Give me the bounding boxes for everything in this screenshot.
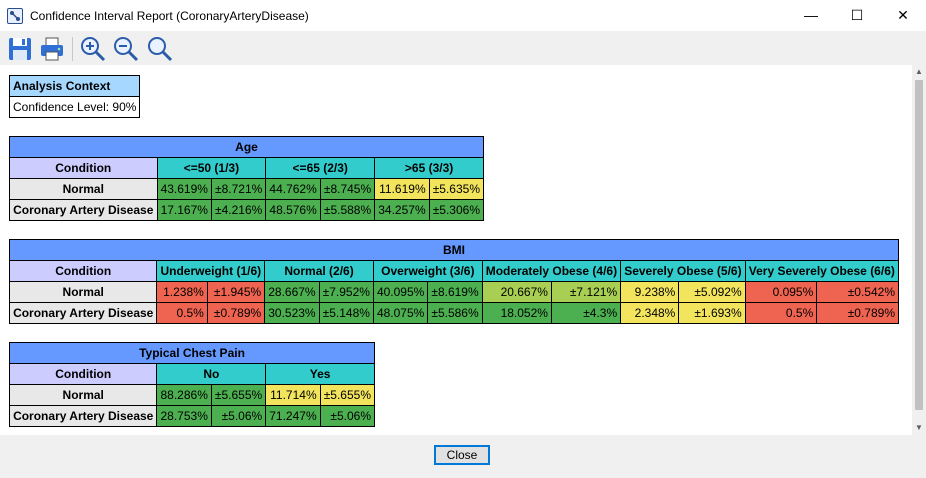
- window-title: Confidence Interval Report (CoronaryArte…: [30, 9, 309, 23]
- table-title: BMI: [9, 239, 899, 261]
- interval-cell: ±5.092%: [678, 281, 746, 303]
- table-row: Normal 1.238% ±1.945% 28.667% ±7.952% 40…: [8, 281, 899, 303]
- footer: Close: [0, 435, 926, 478]
- state-header: No: [156, 363, 267, 385]
- interval-cell: ±5.148%: [318, 302, 374, 324]
- state-header: Moderately Obese (4/6): [481, 260, 622, 282]
- table-title: Age: [9, 136, 484, 158]
- scroll-down-icon[interactable]: ▼: [915, 423, 923, 432]
- interval-cell: ±0.789%: [816, 302, 899, 324]
- bmi-table: BMI Condition Underweight (1/6) Normal (…: [8, 239, 900, 324]
- state-header: Severely Obese (5/6): [620, 260, 746, 282]
- probability-cell: 9.238%: [620, 281, 680, 303]
- table-title: Typical Chest Pain: [9, 342, 375, 364]
- confidence-level: Confidence Level: 90%: [8, 96, 141, 118]
- interval-cell: ±4.3%: [550, 302, 622, 324]
- interval-cell: ±7.952%: [318, 281, 374, 303]
- table-row: Normal 88.286% ±5.655% 11.714% ±5.655%: [8, 384, 376, 406]
- row-label: Coronary Artery Disease: [9, 199, 158, 221]
- row-label: Normal: [9, 178, 158, 200]
- interval-cell: ±8.745%: [319, 178, 376, 200]
- interval-cell: ±5.588%: [319, 199, 376, 221]
- scroll-up-icon[interactable]: ▲: [915, 67, 923, 76]
- close-button[interactable]: Close: [434, 445, 490, 465]
- condition-header: Condition: [8, 260, 158, 282]
- probability-cell: 0.095%: [744, 281, 818, 303]
- state-header: Overweight (3/6): [372, 260, 483, 282]
- age-table: Age Condition <=50 (1/3) <=65 (2/3) >65 …: [9, 136, 485, 221]
- zoom-reset-icon[interactable]: [146, 35, 174, 63]
- interval-cell: ±8.619%: [427, 281, 483, 303]
- interval-cell: ±5.655%: [319, 384, 376, 406]
- interval-cell: ±0.542%: [816, 281, 899, 303]
- minimize-button[interactable]: —: [804, 7, 818, 23]
- state-header: Yes: [265, 363, 375, 385]
- state-header: <=65 (2/3): [265, 157, 376, 179]
- probability-cell: 28.667%: [264, 281, 320, 303]
- row-label: Coronary Artery Disease: [8, 302, 158, 324]
- report-content: Analysis Context Confidence Level: 90% A…: [0, 65, 912, 435]
- probability-cell: 0.5%: [156, 302, 208, 324]
- interval-cell: ±5.06%: [319, 405, 376, 427]
- title-bar: Confidence Interval Report (CoronaryArte…: [0, 0, 926, 31]
- probability-cell: 28.753%: [156, 405, 212, 427]
- probability-cell: 30.523%: [264, 302, 320, 324]
- row-label: Coronary Artery Disease: [8, 405, 158, 427]
- interval-cell: ±7.121%: [550, 281, 622, 303]
- state-header: Normal (2/6): [264, 260, 374, 282]
- probability-cell: 17.167%: [156, 199, 212, 221]
- probability-cell: 18.052%: [481, 302, 552, 324]
- app-icon: [7, 8, 23, 24]
- probability-cell: 20.667%: [481, 281, 552, 303]
- probability-cell: 88.286%: [156, 384, 212, 406]
- chest-pain-table: Typical Chest Pain Condition No Yes Norm…: [8, 342, 376, 427]
- interval-cell: ±5.06%: [210, 405, 267, 427]
- state-header: Underweight (1/6): [156, 260, 266, 282]
- interval-cell: ±5.635%: [428, 178, 485, 200]
- condition-header: Condition: [9, 157, 158, 179]
- vertical-scrollbar[interactable]: ▲ ▼: [912, 65, 926, 435]
- probability-cell: 71.247%: [265, 405, 321, 427]
- probability-cell: 2.348%: [620, 302, 680, 324]
- row-label: Normal: [8, 281, 158, 303]
- condition-header: Condition: [8, 363, 158, 385]
- probability-cell: 11.619%: [374, 178, 430, 200]
- interval-cell: ±4.216%: [210, 199, 267, 221]
- probability-cell: 48.576%: [265, 199, 321, 221]
- save-icon[interactable]: [6, 35, 34, 63]
- table-row: Coronary Artery Disease 28.753% ±5.06% 7…: [8, 405, 376, 427]
- state-header: Very Severely Obese (6/6): [744, 260, 900, 282]
- toolbar-separator: [72, 37, 73, 61]
- probability-cell: 40.095%: [372, 281, 429, 303]
- interval-cell: ±5.306%: [428, 199, 485, 221]
- analysis-context-table: Analysis Context Confidence Level: 90%: [8, 75, 141, 118]
- interval-cell: ±5.655%: [210, 384, 267, 406]
- probability-cell: 0.5%: [744, 302, 818, 324]
- table-row: Normal 43.619% ±8.721% 44.762% ±8.745% 1…: [9, 178, 485, 200]
- zoom-out-icon[interactable]: [112, 35, 140, 63]
- probability-cell: 34.257%: [374, 199, 430, 221]
- zoom-in-icon[interactable]: [79, 35, 107, 63]
- state-header: >65 (3/3): [374, 157, 484, 179]
- scroll-thumb[interactable]: [915, 80, 923, 410]
- probability-cell: 48.075%: [372, 302, 429, 324]
- maximize-button[interactable]: ☐: [850, 7, 864, 23]
- probability-cell: 44.762%: [265, 178, 321, 200]
- row-label: Normal: [8, 384, 158, 406]
- close-window-button[interactable]: ✕: [897, 7, 909, 23]
- probability-cell: 43.619%: [156, 178, 212, 200]
- interval-cell: ±5.586%: [427, 302, 483, 324]
- probability-cell: 1.238%: [156, 281, 208, 303]
- print-icon[interactable]: [38, 35, 66, 63]
- table-row: Coronary Artery Disease 0.5% ±0.789% 30.…: [8, 302, 899, 324]
- probability-cell: 11.714%: [265, 384, 321, 406]
- table-row: Coronary Artery Disease 17.167% ±4.216% …: [9, 199, 485, 221]
- interval-cell: ±0.789%: [206, 302, 266, 324]
- toolbar: [0, 31, 926, 65]
- context-title: Analysis Context: [8, 75, 141, 97]
- state-header: <=50 (1/3): [156, 157, 267, 179]
- interval-cell: ±1.945%: [206, 281, 266, 303]
- interval-cell: ±8.721%: [210, 178, 267, 200]
- interval-cell: ±1.693%: [678, 302, 746, 324]
